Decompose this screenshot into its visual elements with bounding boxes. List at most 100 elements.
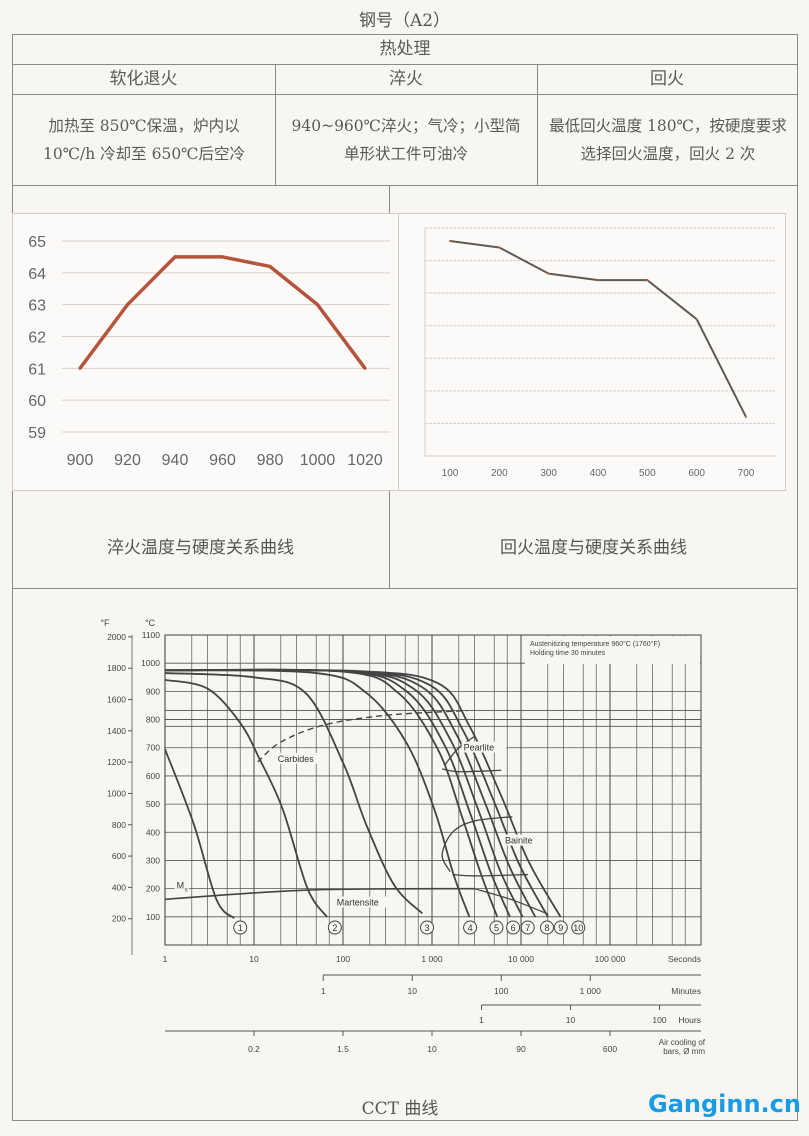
minutes-tick-label: 1 000: [580, 986, 602, 996]
column-divider: [275, 64, 276, 185]
x-tick-label: 900: [67, 452, 94, 469]
x-tick-label: 600: [688, 468, 705, 479]
y-tick-label: 63: [28, 298, 46, 315]
region-label-carbides: Carbides: [278, 754, 315, 764]
cooling-curve-3: [164, 672, 423, 915]
column-header-annealing: 软化退火: [109, 69, 178, 89]
fahrenheit-tick-label: 1400: [107, 726, 126, 736]
region-label-background: [275, 752, 321, 764]
hours-tick-label: 100: [652, 1015, 666, 1025]
data-point: [449, 240, 451, 243]
data-point: [126, 303, 129, 307]
table-border-bottom: [12, 1120, 798, 1121]
cooling-curve-1: [164, 748, 235, 919]
fahrenheit-tick-label: 1600: [107, 695, 126, 705]
bar-diameter-tick-label: 600: [603, 1044, 617, 1054]
table-row-divider: [12, 94, 798, 95]
celsius-tick-label: 500: [146, 799, 160, 809]
table-border-top: [12, 34, 798, 35]
cooling-curve-5: [164, 668, 499, 918]
celsius-tick-label: 1000: [141, 658, 160, 668]
region-label-background: [334, 896, 391, 908]
seconds-tick-label: 1: [163, 954, 168, 964]
celsius-tick-label: 1100: [142, 630, 161, 640]
region-label-background: [174, 879, 189, 891]
data-point: [221, 255, 224, 259]
table-row-divider: [12, 588, 798, 589]
data-point: [316, 303, 319, 307]
celsius-tick-label: 300: [146, 855, 160, 865]
curve-label: 7: [525, 923, 530, 933]
y-tick-label: 64: [28, 266, 46, 283]
table-row-divider: [12, 185, 798, 186]
quench-chart-caption: 淬火温度与硬度关系曲线: [107, 538, 294, 558]
curve-label: 10: [573, 923, 583, 933]
seconds-axis-label: Seconds: [668, 954, 701, 964]
y-tick-label: 59: [28, 425, 46, 442]
curve-label: 4: [468, 923, 473, 933]
seconds-tick-label: 10: [249, 954, 259, 964]
data-point: [695, 318, 698, 321]
seconds-tick-label: 100 000: [595, 954, 626, 964]
data-point: [597, 279, 599, 282]
fahrenheit-tick-label: 1200: [107, 757, 126, 767]
curve-label: 9: [558, 923, 563, 933]
fahrenheit-unit-label: °F: [100, 618, 110, 628]
note-text: Holding time 30 minutes: [530, 650, 606, 657]
region-label-ms: M: [177, 881, 185, 891]
cooling-curve-7: [164, 668, 524, 918]
curve-label-circle: [420, 920, 435, 935]
fahrenheit-tick-label: 800: [112, 820, 126, 830]
curve-label-circle: [553, 920, 568, 935]
bar-diameter-tick-label: 1.5: [337, 1044, 349, 1054]
data-point: [547, 272, 550, 275]
tempering-text: 最低回火温度 180℃，按硬度要求选择回火温度，回火 2 次: [549, 116, 787, 163]
seconds-tick-label: 10 000: [508, 954, 534, 964]
x-tick-label: 1020: [347, 452, 383, 469]
hours-axis-label: Hours: [678, 1015, 701, 1025]
bar-diameter-tick-label: 0.2: [248, 1044, 260, 1054]
y-tick-label: 61: [28, 361, 46, 378]
celsius-unit-label: °C: [145, 618, 156, 628]
carbides-boundary: [257, 709, 468, 763]
seconds-tick-label: 100: [336, 954, 350, 964]
cooling-curve-10: [164, 668, 562, 918]
region-label-bainite: Bainite: [505, 836, 533, 846]
y-tick-label: 62: [28, 330, 46, 347]
curve-label: 3: [425, 923, 430, 933]
temper-hardness-chart: 100 200 300 400 500 600 700: [398, 213, 786, 491]
fahrenheit-tick-label: 200: [112, 914, 126, 924]
celsius-tick-label: 600: [146, 771, 160, 781]
data-point: [646, 279, 649, 282]
fahrenheit-tick-label: 600: [112, 851, 126, 861]
section-header: 热处理: [379, 39, 431, 59]
data-point: [173, 255, 177, 259]
data-point: [78, 366, 82, 370]
curve-label: 6: [511, 923, 516, 933]
y-tick-label: 60: [28, 393, 46, 410]
data-point: [363, 366, 367, 370]
table-border-right: [797, 34, 798, 1121]
bainite-end-boundary: [452, 873, 529, 877]
data-point: [745, 415, 747, 418]
watermark-logo: Ganginn.cn: [648, 1090, 801, 1118]
curve-label: 2: [332, 923, 337, 933]
bar-diameter-axis-label: bars, Ø mm: [663, 1047, 705, 1056]
table-row-divider: [12, 64, 798, 65]
fahrenheit-tick-label: 2000: [107, 632, 126, 642]
minutes-tick-label: 100: [494, 986, 508, 996]
cooling-curve-6: [164, 668, 511, 918]
x-tick-label: 200: [491, 468, 508, 479]
ms-line-tail: [474, 888, 549, 915]
curve-label-circle: [506, 920, 521, 935]
hours-tick-label: 1: [479, 1015, 484, 1025]
curve-label-circle: [540, 920, 555, 935]
x-tick-label: 960: [209, 452, 236, 469]
celsius-tick-label: 400: [146, 827, 160, 837]
celsius-tick-label: 900: [146, 686, 160, 696]
curve-label-circle: [489, 920, 504, 935]
curve-label-circle: [571, 920, 586, 935]
bainite-start-boundary: [441, 816, 513, 873]
region-label-ms-subscript: s: [185, 888, 188, 894]
